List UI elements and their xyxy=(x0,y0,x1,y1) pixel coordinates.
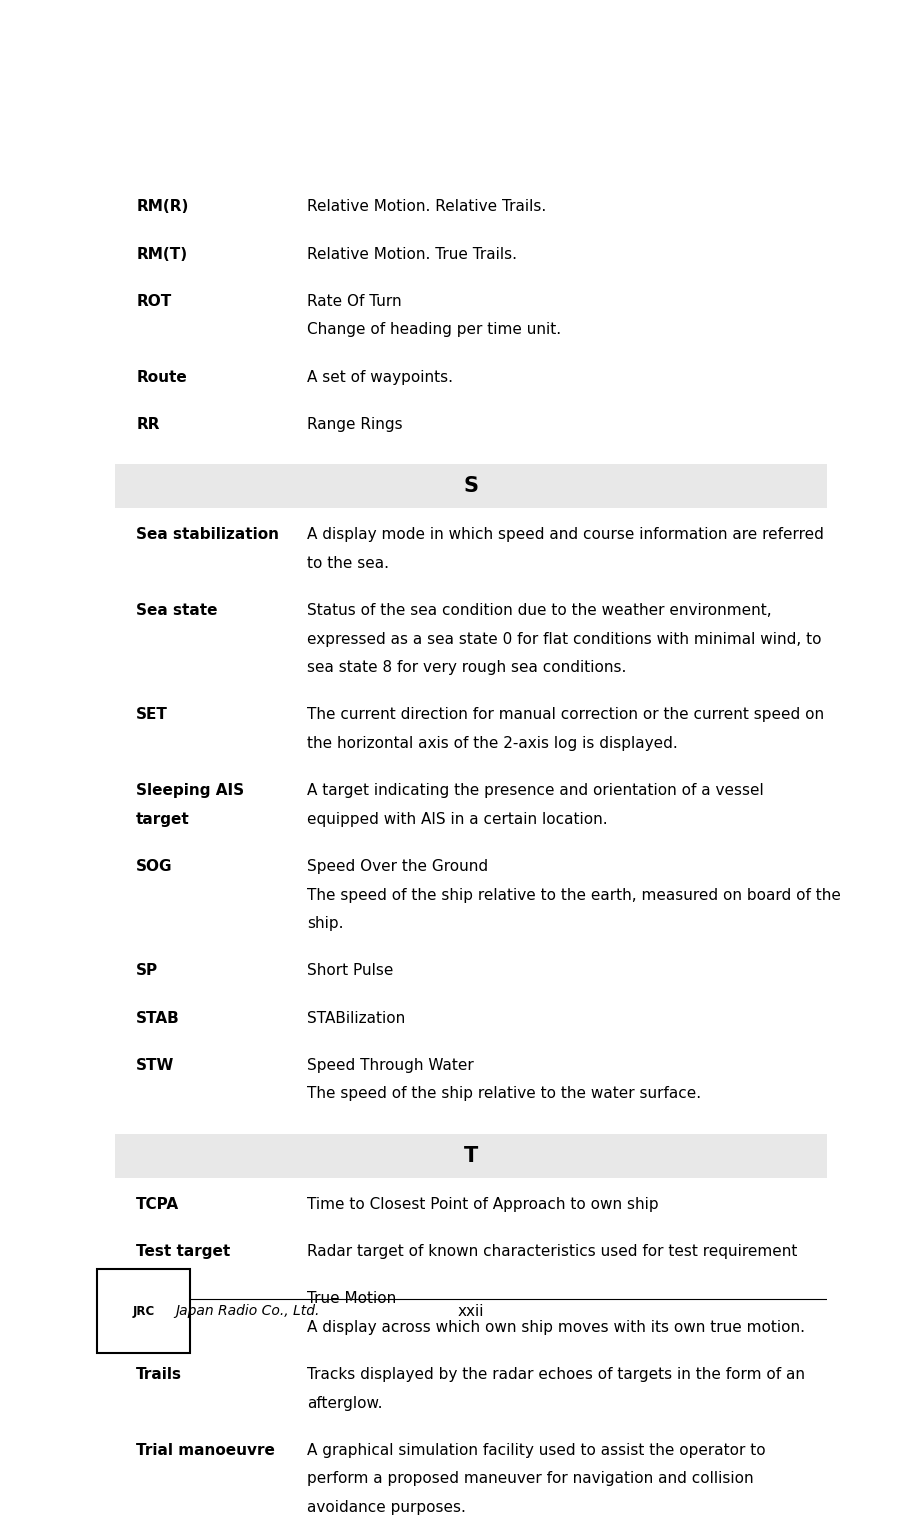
Text: S: S xyxy=(463,476,479,497)
Text: JRC: JRC xyxy=(132,1304,154,1318)
Text: xxii: xxii xyxy=(458,1303,484,1318)
Text: RM(T): RM(T) xyxy=(136,247,187,262)
Text: the horizontal axis of the 2-axis log is displayed.: the horizontal axis of the 2-axis log is… xyxy=(307,736,678,751)
Text: TCPA: TCPA xyxy=(136,1197,179,1212)
Text: Short Pulse: Short Pulse xyxy=(307,964,393,979)
Text: A display across which own ship moves with its own true motion.: A display across which own ship moves wi… xyxy=(307,1320,805,1335)
Text: ROT: ROT xyxy=(136,294,172,309)
Text: Sea state: Sea state xyxy=(136,603,218,618)
Text: Japan Radio Co., Ltd.: Japan Radio Co., Ltd. xyxy=(176,1304,320,1318)
Text: sea state 8 for very rough sea conditions.: sea state 8 for very rough sea condition… xyxy=(307,661,627,676)
Text: A target indicating the presence and orientation of a vessel: A target indicating the presence and ori… xyxy=(307,783,764,798)
Text: T: T xyxy=(464,1145,478,1167)
Text: STW: STW xyxy=(136,1057,175,1073)
Text: Sleeping AIS: Sleeping AIS xyxy=(136,783,244,798)
Text: STABilization: STABilization xyxy=(307,1011,405,1026)
Text: Speed Over the Ground: Speed Over the Ground xyxy=(307,859,488,874)
Text: Radar target of known characteristics used for test requirement: Radar target of known characteristics us… xyxy=(307,1244,798,1259)
Text: avoidance purposes.: avoidance purposes. xyxy=(307,1500,466,1515)
Text: RM(R): RM(R) xyxy=(136,200,188,214)
Text: afterglow.: afterglow. xyxy=(307,1395,382,1410)
Text: A graphical simulation facility used to assist the operator to: A graphical simulation facility used to … xyxy=(307,1442,766,1457)
Text: target: target xyxy=(136,812,190,827)
Text: Sea stabilization: Sea stabilization xyxy=(136,527,279,542)
Text: Status of the sea condition due to the weather environment,: Status of the sea condition due to the w… xyxy=(307,603,772,618)
Text: Range Rings: Range Rings xyxy=(307,417,403,432)
Text: The speed of the ship relative to the earth, measured on board of the: The speed of the ship relative to the ea… xyxy=(307,888,841,903)
Text: The speed of the ship relative to the water surface.: The speed of the ship relative to the wa… xyxy=(307,1086,701,1101)
Text: Relative Motion. True Trails.: Relative Motion. True Trails. xyxy=(307,247,517,262)
Text: Rate Of Turn: Rate Of Turn xyxy=(307,294,402,309)
Text: A set of waypoints.: A set of waypoints. xyxy=(307,370,453,385)
Text: Relative Motion. Relative Trails.: Relative Motion. Relative Trails. xyxy=(307,200,547,214)
Bar xyxy=(115,464,827,509)
Bar xyxy=(115,1133,827,1179)
Text: SET: SET xyxy=(136,708,168,723)
Text: A display mode in which speed and course information are referred: A display mode in which speed and course… xyxy=(307,527,824,542)
Text: perform a proposed maneuver for navigation and collision: perform a proposed maneuver for navigati… xyxy=(307,1471,754,1486)
Text: SP: SP xyxy=(136,964,158,979)
Text: expressed as a sea state 0 for flat conditions with minimal wind, to: expressed as a sea state 0 for flat cond… xyxy=(307,632,822,647)
Text: equipped with AIS in a certain location.: equipped with AIS in a certain location. xyxy=(307,812,607,827)
Text: Route: Route xyxy=(136,370,187,385)
Text: True Motion: True Motion xyxy=(307,1291,396,1306)
Text: Test target: Test target xyxy=(136,1244,231,1259)
Text: TM: TM xyxy=(136,1291,162,1306)
Text: Trial manoeuvre: Trial manoeuvre xyxy=(136,1442,275,1457)
Text: SOG: SOG xyxy=(136,859,173,874)
Text: Speed Through Water: Speed Through Water xyxy=(307,1057,474,1073)
Text: Tracks displayed by the radar echoes of targets in the form of an: Tracks displayed by the radar echoes of … xyxy=(307,1367,805,1382)
Text: Trails: Trails xyxy=(136,1367,182,1382)
Text: ship.: ship. xyxy=(307,917,344,932)
Text: RR: RR xyxy=(136,417,160,432)
Text: STAB: STAB xyxy=(136,1011,180,1026)
Text: Change of heading per time unit.: Change of heading per time unit. xyxy=(307,323,562,338)
Text: The current direction for manual correction or the current speed on: The current direction for manual correct… xyxy=(307,708,824,723)
Text: Time to Closest Point of Approach to own ship: Time to Closest Point of Approach to own… xyxy=(307,1197,659,1212)
Text: to the sea.: to the sea. xyxy=(307,556,389,571)
